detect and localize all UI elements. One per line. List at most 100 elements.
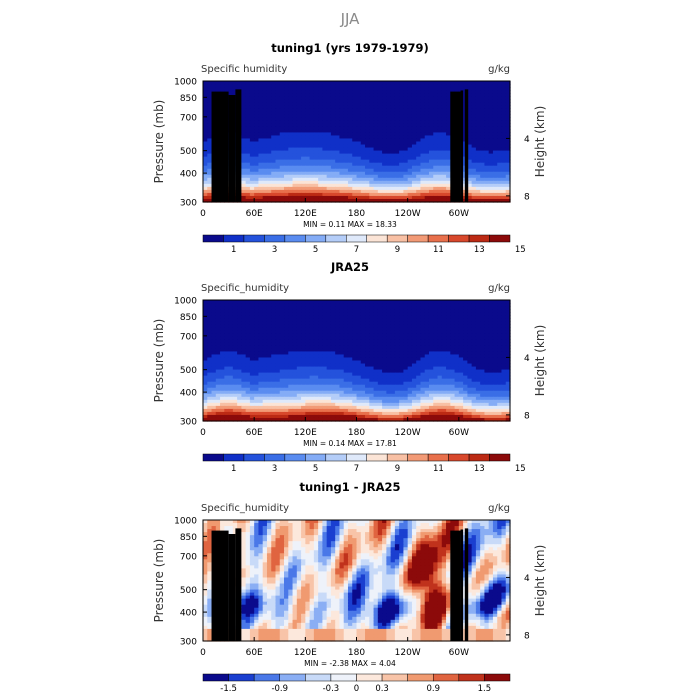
heatmap-cell [330,99,336,103]
heatmap-cell [377,87,383,91]
heatmap-cell [215,81,221,85]
heatmap-cell [266,90,272,94]
heatmap-cell [211,84,217,88]
heatmap-cell [373,117,379,121]
heatmap-cell [373,90,379,94]
heatmap-cell [416,96,422,100]
heatmap-cell [211,81,217,85]
heatmap-cell [488,105,494,109]
y-tick-label: 1000 [174,78,197,88]
panel-variable-label: Specific_humidity [201,283,289,294]
figure-title: JJA [340,10,361,28]
heatmap-cell [322,87,328,91]
heatmap-cell [326,108,332,112]
heatmap-cell [365,111,370,115]
heatmap-cell [258,81,264,85]
heatmap-cell [492,84,498,88]
heatmap-cell [433,114,439,118]
heatmap-cell [254,93,260,97]
heatmap-cell [335,117,341,121]
heatmap-cell [360,105,366,109]
heatmap-cell [262,84,268,88]
heatmap-cell [394,105,400,109]
heatmap-cell [305,111,311,115]
topography-block [450,91,461,202]
heatmap-cell [279,117,285,121]
heatmap-cell [471,93,477,97]
heatmap-cell [437,105,443,109]
heatmap-cell [343,81,349,85]
heatmap-cell [399,90,404,94]
x-tick-label: 120W [395,209,421,219]
heatmap-cell [420,99,426,103]
heatmap-cell [284,81,289,85]
heatmap-cell [258,99,264,103]
heatmap-cell [446,117,451,121]
heatmap-cell [365,93,370,97]
heatmap-cell [437,90,443,94]
heatmap-cell [471,81,477,85]
heatmap-cell [296,84,302,88]
heatmap-cell [330,102,336,106]
colorbar-swatch [284,234,306,243]
heatmap-cell [292,108,298,112]
heatmap-cell [360,108,366,112]
heatmap-cell [313,111,319,115]
heatmap-cell [301,81,306,85]
heatmap-cell [262,117,268,121]
heatmap-cell [284,102,289,106]
heatmap-cell [343,117,349,121]
heatmap-cell [203,117,208,121]
heatmap-cell [266,105,272,109]
heatmap-cell [262,99,268,103]
heatmap-cell [373,93,379,97]
heatmap-cell [232,87,238,91]
heatmap-cell [318,87,323,91]
heatmap-cell [450,87,456,91]
heatmap-cell [441,111,447,115]
heatmap-cell [258,114,264,118]
heatmap-cell [399,84,404,88]
heatmap-cell [207,90,213,94]
heatmap-cell [241,93,247,97]
heatmap-cell [441,81,447,85]
heatmap-cell [492,99,498,103]
heatmap-cell [335,102,341,106]
heatmap-cell [488,93,494,97]
heatmap-cell [275,120,281,124]
heatmap-cell [399,117,404,121]
heatmap-cell [203,108,208,112]
heatmap-cell [501,114,507,118]
heatmap-cell [207,117,213,121]
heatmap-cell [411,90,417,94]
heatmap-cell [399,96,404,100]
heatmap-cell [356,102,362,106]
heatmap-cell [318,90,323,94]
heatmap-cell [313,108,319,112]
heatmap-cell [484,87,490,91]
heatmap-cell [501,84,507,88]
heatmap-cell [347,93,353,97]
height-tick-label: 8 [524,192,530,202]
heatmap-cell [373,120,379,124]
heatmap-cell [420,117,426,121]
heatmap-cell [275,108,281,112]
heatmap-cell [279,114,285,118]
heatmap-cell [420,81,426,85]
heatmap-cell [271,96,277,100]
y-tick-label: 700 [180,113,197,123]
heatmap-cell [386,117,392,121]
heatmap-cell [492,93,498,97]
heatmap-cell [501,102,507,106]
heatmap-cell [446,99,451,103]
heatmap-cell [326,84,332,88]
heatmap-cell [369,96,375,100]
heatmap-cell [497,90,503,94]
heatmap-cell [403,105,409,109]
heatmap-cell [428,108,434,112]
heatmap-cell [313,87,319,91]
heatmap-cell [446,87,451,91]
heatmap-cell [352,111,358,115]
heatmap-cell [411,111,417,115]
heatmap-cell [335,105,341,109]
